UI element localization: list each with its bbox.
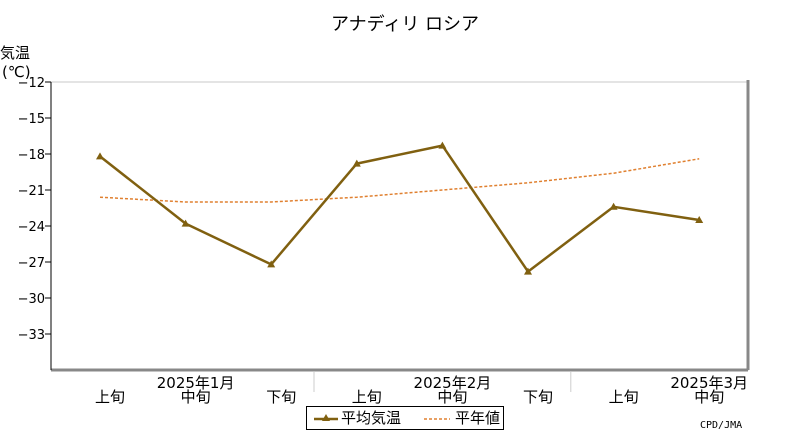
average-point	[267, 260, 276, 268]
x-tick-label: 上旬	[352, 388, 382, 406]
legend-average-swatch	[314, 414, 338, 421]
y-axis-unit: (℃)	[2, 63, 31, 81]
month-label: 2025年1月	[157, 374, 235, 392]
x-tick-label: 中旬	[437, 388, 467, 406]
x-tick-label: 下旬	[523, 388, 553, 406]
x-tick-label: 上旬	[95, 388, 125, 406]
y-tick-label: −21	[18, 184, 45, 199]
series-average-temperature	[96, 141, 704, 275]
legend-average-label: 平均気温	[341, 409, 402, 427]
average-point	[181, 219, 190, 227]
y-axis-label: 気温	[0, 44, 30, 62]
x-tick-label: 中旬	[181, 388, 211, 406]
month-label: 2025年2月	[414, 374, 492, 392]
average-point	[524, 267, 532, 275]
month-label: 2025年3月	[670, 374, 748, 392]
chart-title: アナディリ ロシア	[331, 14, 479, 35]
y-tick-label: −27	[18, 256, 45, 271]
x-tick-label: 上旬	[609, 388, 639, 406]
y-tick-label: −24	[18, 220, 45, 235]
average-point	[695, 216, 704, 223]
credit: CPD/JMA	[700, 420, 743, 431]
y-tick-label: −30	[18, 292, 45, 307]
average-point	[96, 152, 104, 160]
average-point	[438, 141, 447, 149]
legend-normal-swatch	[424, 418, 450, 420]
average-point	[352, 159, 361, 167]
y-tick-labels: −12 −15 −18 −21 −24 −27 −30 −33	[18, 76, 45, 343]
y-tick-label: −33	[18, 328, 45, 343]
legend: 平均気温 平年値	[306, 406, 504, 430]
y-tick-label: −18	[18, 148, 45, 163]
average-line	[99, 144, 700, 273]
y-tick-label: −12	[18, 76, 45, 91]
legend-normal-label: 平年値	[455, 409, 501, 427]
normal-line	[99, 158, 700, 203]
plot-area	[50, 81, 749, 371]
average-point	[609, 202, 618, 210]
axes	[45, 80, 750, 392]
x-tick-label: 中旬	[694, 388, 724, 406]
y-tick-label: −15	[18, 112, 45, 127]
series-normal	[99, 158, 700, 203]
x-tick-label: 下旬	[266, 388, 296, 406]
